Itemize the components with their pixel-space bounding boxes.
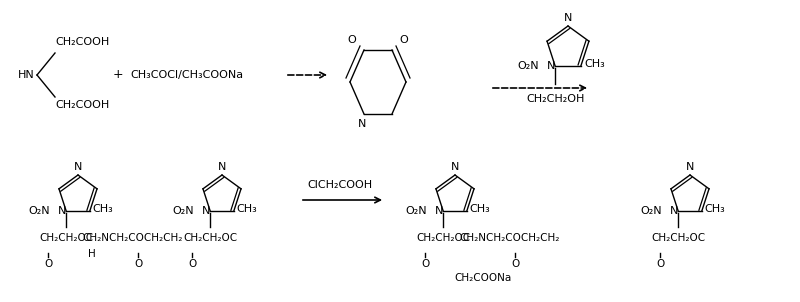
Text: O: O [400, 35, 408, 45]
Text: CH₂CH₂OC: CH₂CH₂OC [651, 233, 706, 243]
Text: CH₂NCH₂COCH₂CH₂: CH₂NCH₂COCH₂CH₂ [82, 233, 182, 243]
Text: O: O [134, 259, 142, 269]
Text: N: N [218, 162, 226, 172]
Text: N: N [58, 206, 66, 216]
Text: CH₃COCl/CH₃COONa: CH₃COCl/CH₃COONa [130, 70, 243, 80]
Text: O: O [511, 259, 519, 269]
Text: N: N [564, 13, 572, 23]
Text: H: H [88, 249, 96, 259]
Text: CH₂CH₂OC: CH₂CH₂OC [39, 233, 94, 243]
Text: O₂N: O₂N [406, 206, 427, 216]
Text: O: O [421, 259, 430, 269]
Text: CH₃: CH₃ [584, 59, 605, 69]
Text: O: O [656, 259, 664, 269]
Text: O: O [348, 35, 356, 45]
Text: O: O [188, 259, 196, 269]
Text: O₂N: O₂N [517, 61, 538, 71]
Text: CH₂COONa: CH₂COONa [454, 273, 512, 283]
Text: CH₂COOH: CH₂COOH [55, 37, 110, 47]
Text: O₂N: O₂N [28, 206, 50, 216]
Text: CH₂COOH: CH₂COOH [55, 100, 110, 110]
Text: CH₂NCH₂COCH₂CH₂: CH₂NCH₂COCH₂CH₂ [459, 233, 560, 243]
Text: CH₂CH₂OC: CH₂CH₂OC [416, 233, 470, 243]
Text: O₂N: O₂N [640, 206, 662, 216]
Text: +: + [113, 69, 123, 82]
Text: CH₃: CH₃ [237, 204, 258, 214]
Text: O: O [44, 259, 52, 269]
Text: N: N [451, 162, 459, 172]
Text: N: N [546, 61, 555, 71]
Text: N: N [670, 206, 678, 216]
Text: N: N [435, 206, 443, 216]
Text: HN: HN [18, 70, 34, 80]
Text: N: N [358, 119, 366, 129]
Text: O₂N: O₂N [172, 206, 194, 216]
Text: N: N [202, 206, 210, 216]
Text: N: N [74, 162, 82, 172]
Text: CH₃: CH₃ [93, 204, 114, 214]
Text: CH₂CH₂OH: CH₂CH₂OH [526, 94, 584, 104]
Text: ClCH₂COOH: ClCH₂COOH [307, 180, 373, 190]
Text: CH₃: CH₃ [470, 204, 490, 214]
Text: N: N [686, 162, 694, 172]
Text: CH₂CH₂OC: CH₂CH₂OC [183, 233, 238, 243]
Text: CH₃: CH₃ [705, 204, 726, 214]
